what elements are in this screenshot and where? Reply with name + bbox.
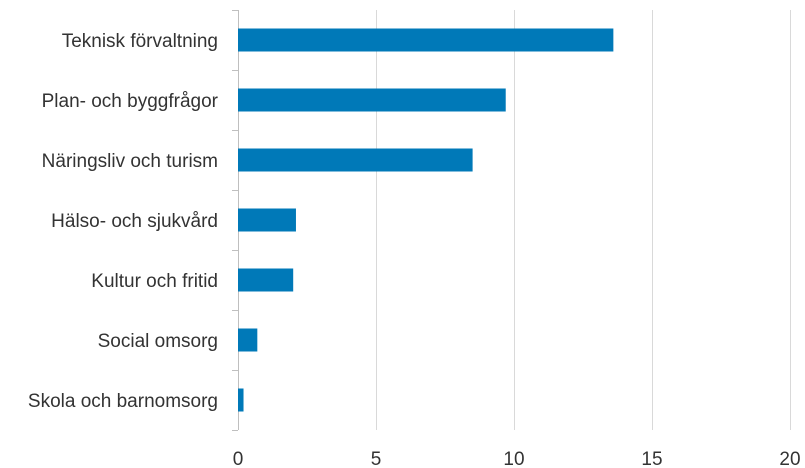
category-label: Näringsliv och turism: [42, 151, 218, 172]
category-label: Hälso- och sjukvård: [51, 211, 218, 232]
bar: [238, 88, 506, 112]
x-tick-labels: 0 5 10 15 20: [233, 449, 801, 468]
bar: [238, 388, 244, 412]
category-label: Plan- och byggfrågor: [42, 91, 219, 112]
x-tick-label: 5: [371, 449, 382, 468]
bar: [238, 208, 296, 232]
category-label: Social omsorg: [98, 331, 218, 352]
bars: [238, 28, 614, 412]
x-tick-label: 15: [641, 449, 662, 468]
x-tick-label: 0: [233, 449, 244, 468]
x-tick-label: 10: [503, 449, 524, 468]
x-tick-label: 20: [779, 449, 800, 468]
bar: [238, 148, 473, 172]
gridlines: [232, 10, 791, 431]
bar: [238, 328, 258, 352]
category-labels: Teknisk förvaltning Plan- och byggfrågor N…: [28, 31, 219, 412]
bar: [238, 268, 294, 292]
category-label: Teknisk förvaltning: [62, 31, 218, 52]
category-label: Kultur och fritid: [91, 271, 218, 292]
category-label: Skola och barnomsorg: [28, 391, 218, 412]
bar: [238, 28, 614, 52]
